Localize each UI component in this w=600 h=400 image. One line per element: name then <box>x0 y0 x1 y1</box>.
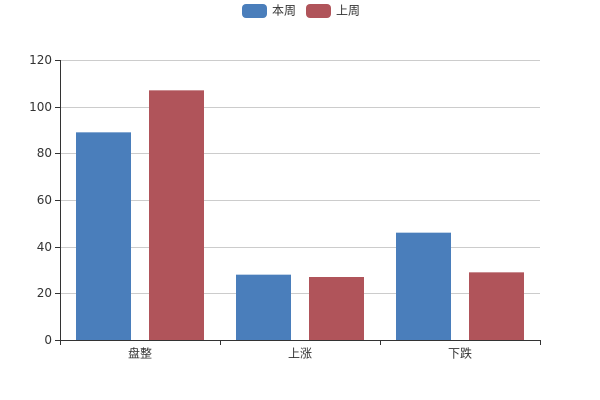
y-tick-label: 40 <box>37 240 52 254</box>
bar <box>76 132 131 340</box>
y-tick-label: 20 <box>37 286 52 300</box>
bar <box>396 232 451 340</box>
bar <box>469 272 524 340</box>
legend-label: 本周 <box>272 4 296 18</box>
bar <box>149 90 204 340</box>
legend-swatch <box>242 4 267 18</box>
legend-item[interactable]: 上周 <box>306 4 360 19</box>
legend-label: 上周 <box>336 4 360 18</box>
x-tick-label: 盘整 <box>128 346 152 361</box>
y-tick-label: 80 <box>37 146 52 160</box>
bar <box>309 277 364 340</box>
legend-item[interactable]: 本周 <box>242 4 296 19</box>
x-tick-label: 下跌 <box>448 346 472 361</box>
x-tick-label: 上涨 <box>288 346 312 361</box>
bar <box>236 274 291 340</box>
legend-swatch <box>306 4 331 18</box>
y-tick-label: 60 <box>37 193 52 207</box>
y-tick-label: 100 <box>29 100 52 114</box>
y-tick-label: 120 <box>29 53 52 67</box>
y-tick-label: 0 <box>44 333 52 347</box>
